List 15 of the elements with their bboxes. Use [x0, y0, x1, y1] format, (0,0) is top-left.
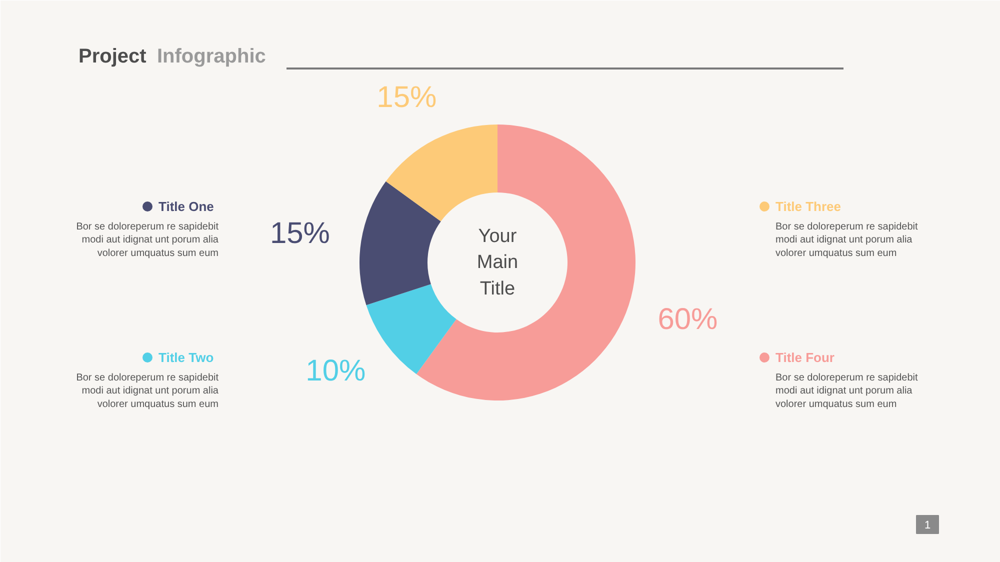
- text: Bor se doloreperum re sapidebit modi aut idignat unt porum alia volorer umquatus sum eum: [776, 222, 918, 259]
- data-label: 10%: [306, 354, 366, 388]
- data-label: 60%: [658, 303, 718, 336]
- data-label: 15%: [376, 81, 437, 114]
- legend-label: Title One: [158, 199, 214, 214]
- legend-label: Title Four: [776, 350, 834, 365]
- legend-label: Title Three: [776, 199, 842, 214]
- text: Bor se doloreperum re sapidebit modi aut idignat unt porum alia volorer umquatus sum eum: [76, 372, 219, 410]
- text: Bor se doloreperum re sapidebit modi aut idignat unt porum alia volorer umquatus sum eum: [776, 372, 918, 410]
- text: Bor se doloreperum re sapidebit modi aut idignat unt porum alia volorer umquatus sum eum: [76, 222, 219, 259]
- chart-title: Project Infographic: [78, 46, 266, 68]
- text: Your Main Title: [476, 226, 518, 300]
- legend-label: Title Two: [158, 350, 214, 365]
- text: 1: [924, 520, 931, 532]
- data-label: 15%: [270, 217, 330, 250]
